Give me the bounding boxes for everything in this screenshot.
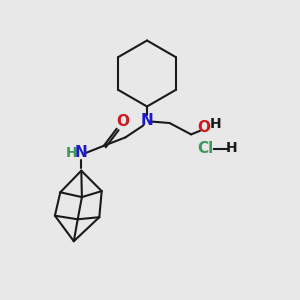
Text: H: H — [66, 146, 77, 160]
Text: H: H — [226, 142, 238, 155]
Text: Cl: Cl — [197, 141, 214, 156]
Text: O: O — [197, 120, 210, 135]
Text: N: N — [75, 145, 88, 160]
Text: N: N — [141, 112, 153, 128]
Text: H: H — [210, 117, 221, 131]
Text: O: O — [116, 114, 129, 129]
